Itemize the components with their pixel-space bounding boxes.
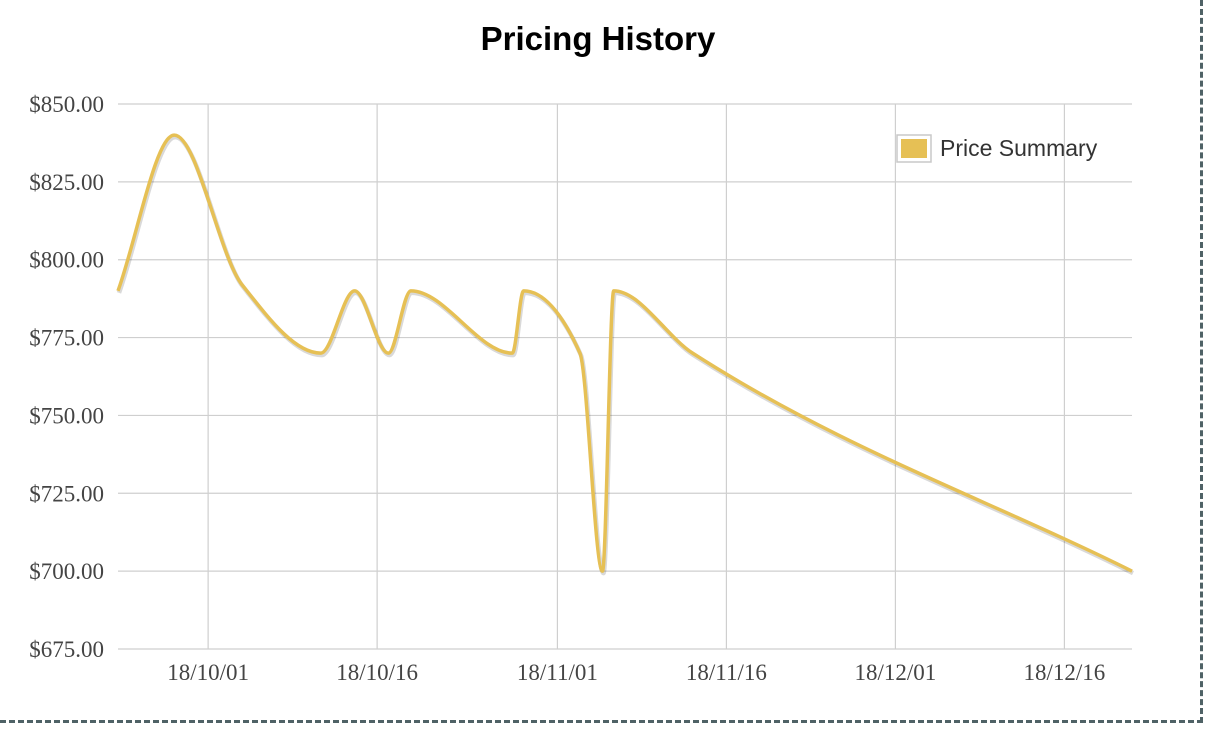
series-group [116, 133, 1134, 576]
y-tick-label: $800.00 [29, 248, 104, 273]
x-tick-label: 18/12/16 [1024, 660, 1106, 685]
x-tick-label: 18/11/01 [517, 660, 598, 685]
series-line-price-summary[interactable] [116, 133, 1133, 573]
x-axis-ticks: 18/10/01 18/10/16 18/11/01 18/11/16 18/12/01… [167, 660, 1105, 685]
chart-title: Pricing History [481, 20, 716, 57]
y-tick-label: $825.00 [29, 170, 104, 195]
x-tick-label: 18/10/01 [167, 660, 249, 685]
x-tick-label: 18/10/16 [336, 660, 418, 685]
grid [118, 103, 1132, 650]
y-tick-label: $700.00 [29, 559, 104, 584]
series-line-shadow [116, 134, 1134, 576]
legend[interactable]: Price Summary [896, 134, 1098, 163]
x-tick-label: 18/11/16 [686, 660, 767, 685]
y-tick-label: $750.00 [29, 403, 104, 428]
y-tick-label: $775.00 [29, 326, 104, 351]
y-tick-label: $675.00 [29, 637, 104, 662]
legend-swatch [901, 139, 927, 158]
legend-label: Price Summary [940, 135, 1098, 161]
y-tick-label: $725.00 [29, 481, 104, 506]
y-axis-ticks: $850.00 $825.00 $800.00 $775.00 $750.00 $725.… [29, 92, 104, 662]
x-tick-label: 18/12/01 [855, 660, 937, 685]
y-tick-label: $850.00 [29, 92, 104, 117]
